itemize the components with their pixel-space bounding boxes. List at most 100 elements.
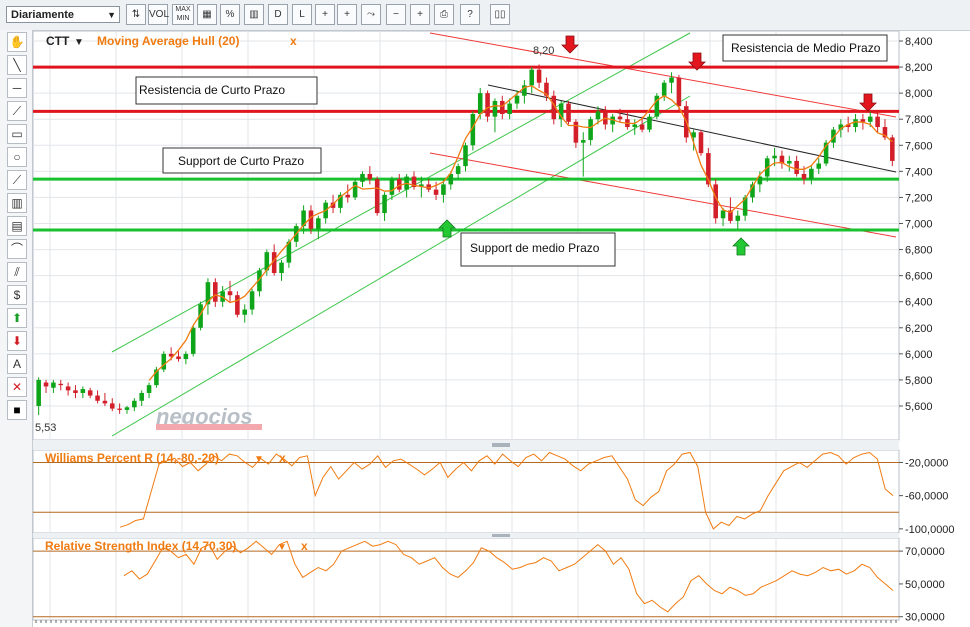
toolbar: Diariamente ▼ ⇅ VOL MAX MIN ▦% ▥ D L + + ⤳ − + ⎙? ▯▯ [0,0,970,31]
candle-body [536,69,542,83]
chart-type-button[interactable]: ⇅ [126,4,146,25]
candle-body [588,119,593,141]
candle-body [639,124,645,130]
fib-retracement-icon[interactable]: ▤ [7,216,27,236]
zoom-out-button-label: − [393,9,399,20]
panel-divider-handle[interactable] [33,440,899,450]
candle-body [831,129,836,143]
red-down-arrow-icon[interactable] [688,52,706,71]
candle-body [51,382,56,388]
red-down-arrow-icon[interactable] [859,93,877,112]
color-icon[interactable]: ■ [7,400,27,420]
candle-body [286,241,292,263]
green-up-arrow-icon[interactable] [438,219,456,238]
trend-button[interactable]: ⤳ [361,4,381,25]
percent-button[interactable]: % [220,4,240,25]
y-tick-label: 7,400 [905,166,933,178]
candle-body [580,140,586,143]
daily-d-button[interactable]: D [268,4,288,25]
red-channel-upper[interactable] [429,32,897,118]
ellipse-icon[interactable]: ○ [7,147,27,167]
rsi-close[interactable]: x [301,539,308,553]
zoom-in-button-label: + [417,9,423,20]
y-tick-label: 8,400 [905,36,933,48]
dividends-button[interactable]: ▥ [244,4,264,25]
williams-title[interactable]: Williams Percent R (14,-80,-20) [45,451,219,465]
red-down-arrow-icon[interactable] [561,35,579,54]
candle-body [36,379,41,406]
hull-indicator-close[interactable]: x [290,34,297,48]
vol-button[interactable]: VOL [148,4,169,25]
zoom-in-button[interactable]: + [410,4,430,25]
cursor-button-label: + [344,9,350,20]
candle-body [242,309,248,315]
candle-body [132,400,137,408]
book-button[interactable]: ▯▯ [490,4,510,25]
hull-ma-series [148,85,893,381]
candle-body [308,210,314,229]
candle-body [109,403,115,409]
candle-body [809,168,814,180]
candle-body [124,407,130,410]
panel-divider-handle-2[interactable] [33,533,899,538]
help-button[interactable]: ? [460,4,480,25]
candle-body [95,395,100,401]
trend-button-label: ⤳ [367,9,375,20]
williams-dropdown-icon[interactable]: ▼ [254,454,264,465]
candle-body [433,189,439,195]
daily-d-button-label: D [274,9,282,20]
williams-close[interactable]: x [279,451,286,465]
candle-body [551,95,557,120]
fan-icon[interactable]: ⟋ [7,170,27,190]
print-button[interactable]: ⎙ [434,4,454,25]
annotation-curto-support[interactable]: Support de Curto Prazo [162,147,322,174]
candle-body [676,77,682,107]
grid-button[interactable]: ▦ [197,4,217,25]
arrow-down-icon[interactable]: ⬇ [7,331,27,351]
parallel-lines-icon[interactable]: ⫽ [7,262,27,282]
candle-body [139,392,144,401]
text-icon[interactable]: A [7,354,27,374]
candle-body [411,176,417,187]
arc-icon[interactable]: ⌒ [7,239,27,259]
candle-body [514,95,520,104]
annotation-markers [438,35,877,256]
candle-body [492,100,498,117]
channel-icon[interactable]: ⟋ [7,101,27,121]
candle-body [161,353,167,370]
delete-icon[interactable]: ✕ [7,377,27,397]
candle-body [816,163,822,169]
zoom-out-button[interactable]: − [386,4,406,25]
green-up-arrow-icon[interactable] [732,237,750,256]
cursor-button[interactable]: + [337,4,357,25]
book-button-label: ▯▯ [494,9,506,20]
fibonacci-icon[interactable]: ▥ [7,193,27,213]
annotation-curto-resistance[interactable]: Resistencia de Curto Prazo [135,76,318,105]
red-channel-lower[interactable] [429,152,897,238]
y-tick-label: 6,800 [905,245,933,257]
candle-body [875,116,880,128]
symbol-label[interactable]: CTT [46,34,70,48]
candle-body [742,197,748,216]
candle-body [882,127,888,138]
candle-body [360,173,365,182]
arrow-up-icon[interactable]: ⬆ [7,308,27,328]
candle-body [728,210,733,221]
annotation-medio-resistance[interactable]: Resistencia de Medio Prazo [722,34,888,62]
horizontal-line-icon[interactable]: ─ [7,78,27,98]
rectangle-icon[interactable]: ▭ [7,124,27,144]
period-select[interactable]: Diariamente ▼ [6,6,120,23]
maxmin-button[interactable]: MAX MIN [172,4,194,25]
crosshair-button[interactable]: + [315,4,335,25]
rsi-dropdown-icon[interactable]: ▼ [277,542,287,553]
symbol-dropdown-icon[interactable]: ▼ [74,37,84,48]
hand-icon[interactable]: ✋ [7,32,27,52]
hull-indicator-title[interactable]: Moving Average Hull (20) [97,34,239,48]
log-l-button[interactable]: L [292,4,312,25]
y-tick-label: 8,200 [905,62,933,74]
rsi-title[interactable]: Relative Strength Index (14,70,30) [45,539,236,553]
dollar-icon[interactable]: $ [7,285,27,305]
green-channel-lower[interactable] [111,95,691,437]
line-icon[interactable]: ╲ [7,55,27,75]
annotation-medio-support[interactable]: Support de medio Prazo [460,232,616,267]
